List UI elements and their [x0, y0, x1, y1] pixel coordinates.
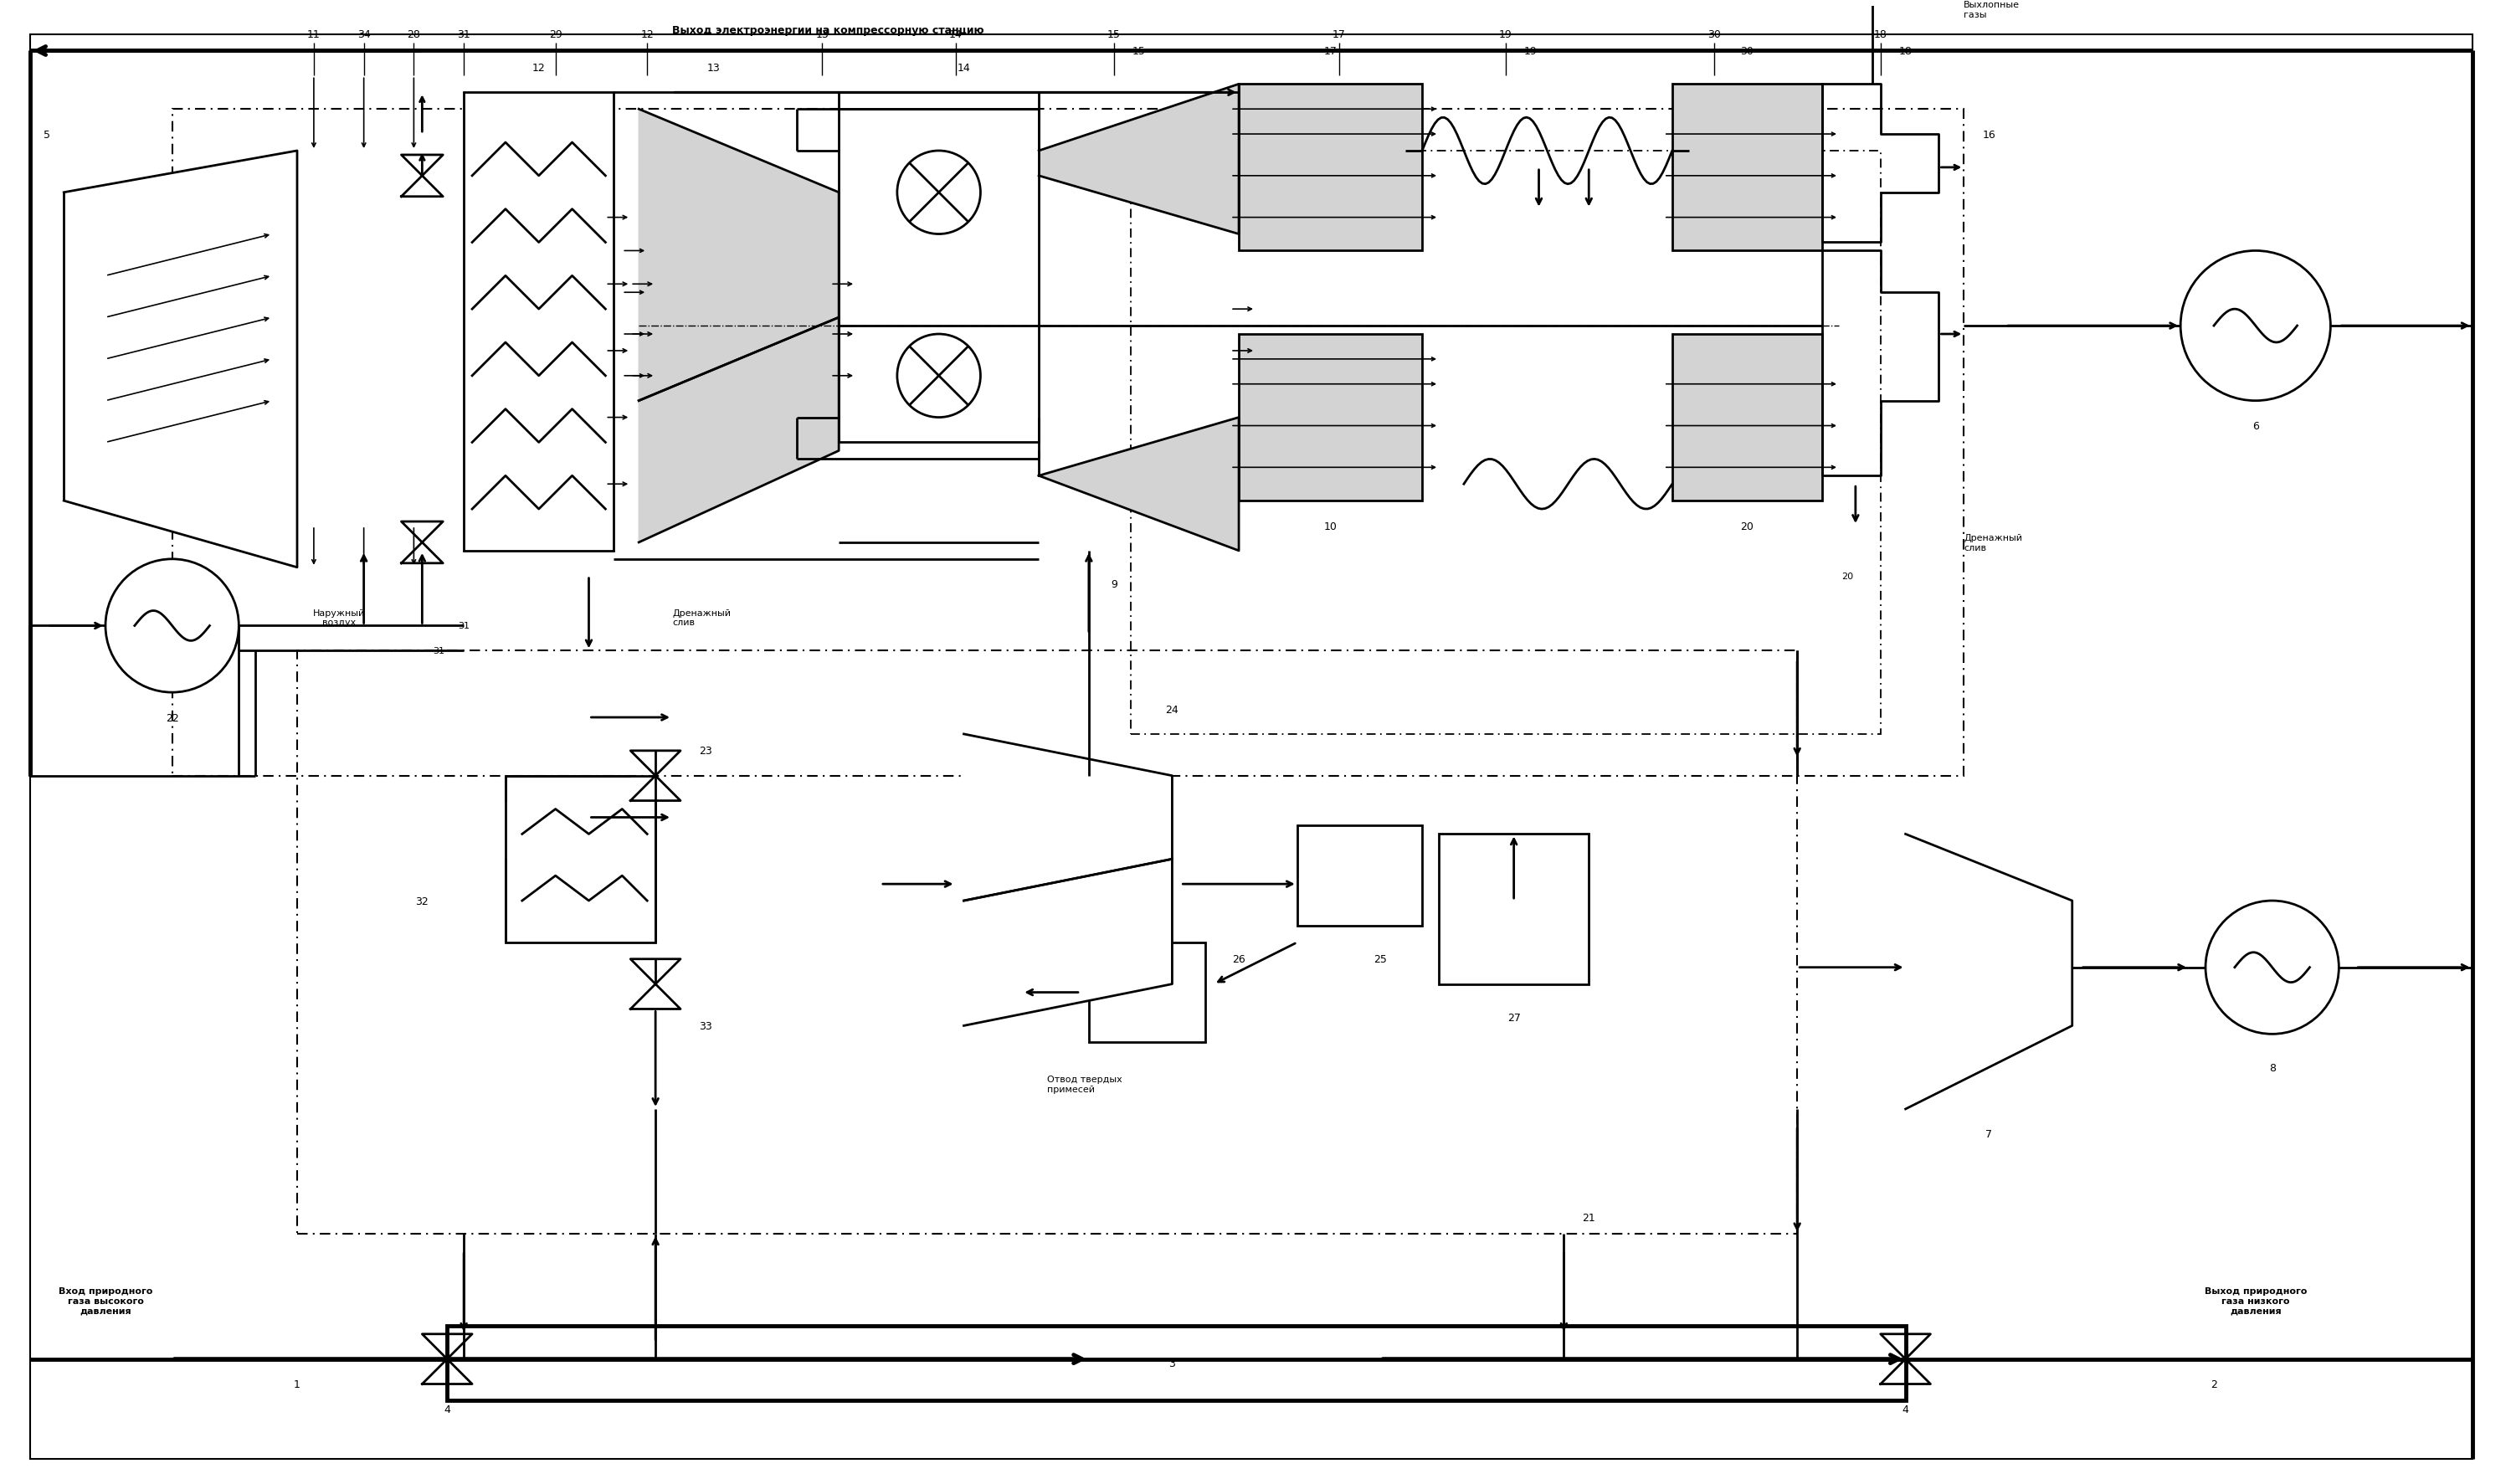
Bar: [1238, 85, 1421, 251]
Text: Отвод твердых
примесей: Отвод твердых примесей: [1047, 1076, 1122, 1094]
Bar: [1238, 334, 1421, 502]
Polygon shape: [63, 151, 296, 568]
Bar: [505, 776, 655, 942]
Text: 14: 14: [949, 30, 962, 40]
Text: 25: 25: [1374, 954, 1386, 965]
Text: 18: 18: [1873, 30, 1888, 40]
Text: 11: 11: [306, 30, 321, 40]
Text: 30: 30: [1740, 46, 1753, 56]
Text: 19: 19: [1499, 30, 1512, 40]
Polygon shape: [638, 110, 839, 401]
Text: Выход электроэнергии на компрессорную станцию: Выход электроэнергии на компрессорную ст…: [673, 25, 984, 36]
Text: 33: 33: [698, 1021, 713, 1031]
Text: 13: 13: [816, 30, 829, 40]
Text: Дренажный
слив: Дренажный слив: [1964, 534, 2021, 552]
Text: Выход природного
газа низкого
давления: Выход природного газа низкого давления: [2205, 1287, 2308, 1315]
Text: 4: 4: [1903, 1404, 1908, 1414]
Text: 20: 20: [1841, 571, 1853, 580]
Text: 14: 14: [957, 62, 969, 74]
Text: 22: 22: [166, 712, 178, 723]
Polygon shape: [1040, 85, 1238, 234]
Text: 5: 5: [43, 129, 50, 139]
Text: 2: 2: [2210, 1379, 2217, 1389]
Bar: [465, 93, 613, 551]
Text: 8: 8: [2270, 1063, 2275, 1073]
Text: Вход природного
газа высокого
давления: Вход природного газа высокого давления: [58, 1287, 153, 1315]
Text: 16: 16: [1981, 129, 1996, 139]
Text: 6: 6: [2252, 421, 2260, 432]
Bar: [1090, 942, 1205, 1043]
Text: 29: 29: [550, 30, 562, 40]
Bar: [447, 1325, 1906, 1401]
Text: 17: 17: [1323, 46, 1338, 56]
Text: 10: 10: [1323, 521, 1338, 531]
Bar: [296, 651, 1798, 1235]
Text: 19: 19: [1524, 46, 1537, 56]
Bar: [173, 110, 1964, 776]
Text: 3: 3: [1168, 1358, 1175, 1368]
Text: 9: 9: [1110, 579, 1117, 591]
Polygon shape: [1040, 418, 1238, 551]
Text: 4: 4: [444, 1404, 449, 1414]
Text: 17: 17: [1333, 30, 1346, 40]
Text: 32: 32: [414, 895, 429, 907]
Text: 34: 34: [357, 30, 372, 40]
Bar: [1439, 834, 1589, 984]
Circle shape: [105, 559, 239, 693]
Text: 12: 12: [532, 62, 545, 74]
Text: 31: 31: [432, 647, 444, 656]
Text: 31: 31: [457, 622, 470, 631]
Text: 20: 20: [1740, 521, 1753, 531]
Text: Дренажный
слив: Дренажный слив: [673, 608, 731, 626]
Text: 1: 1: [294, 1379, 301, 1389]
Bar: [1130, 151, 1881, 735]
Polygon shape: [964, 859, 1173, 1025]
Polygon shape: [1906, 834, 2072, 1109]
Circle shape: [2205, 901, 2338, 1034]
Text: Наружный
воздух: Наружный воздух: [314, 608, 364, 626]
Text: 13: 13: [708, 62, 721, 74]
Text: 18: 18: [1898, 46, 1913, 56]
Text: 24: 24: [1165, 703, 1178, 715]
Polygon shape: [638, 318, 839, 543]
Text: 30: 30: [1707, 30, 1720, 40]
Text: 26: 26: [1233, 954, 1245, 965]
Bar: [1672, 334, 1823, 502]
Bar: [839, 93, 1040, 442]
Text: 23: 23: [698, 745, 713, 757]
Text: 7: 7: [1986, 1129, 1991, 1140]
Text: Выхлопные
газы: Выхлопные газы: [1964, 1, 2019, 19]
Text: 15: 15: [1107, 30, 1120, 40]
Text: 31: 31: [457, 30, 470, 40]
Circle shape: [896, 334, 979, 418]
Bar: [1298, 827, 1421, 926]
Text: 21: 21: [1582, 1212, 1594, 1223]
Text: 27: 27: [1507, 1012, 1522, 1022]
Polygon shape: [964, 735, 1173, 901]
Text: 15: 15: [1132, 46, 1145, 56]
Bar: [1672, 85, 1823, 251]
Circle shape: [2180, 251, 2330, 401]
Text: 12: 12: [640, 30, 653, 40]
Circle shape: [896, 151, 979, 234]
Text: 28: 28: [407, 30, 419, 40]
